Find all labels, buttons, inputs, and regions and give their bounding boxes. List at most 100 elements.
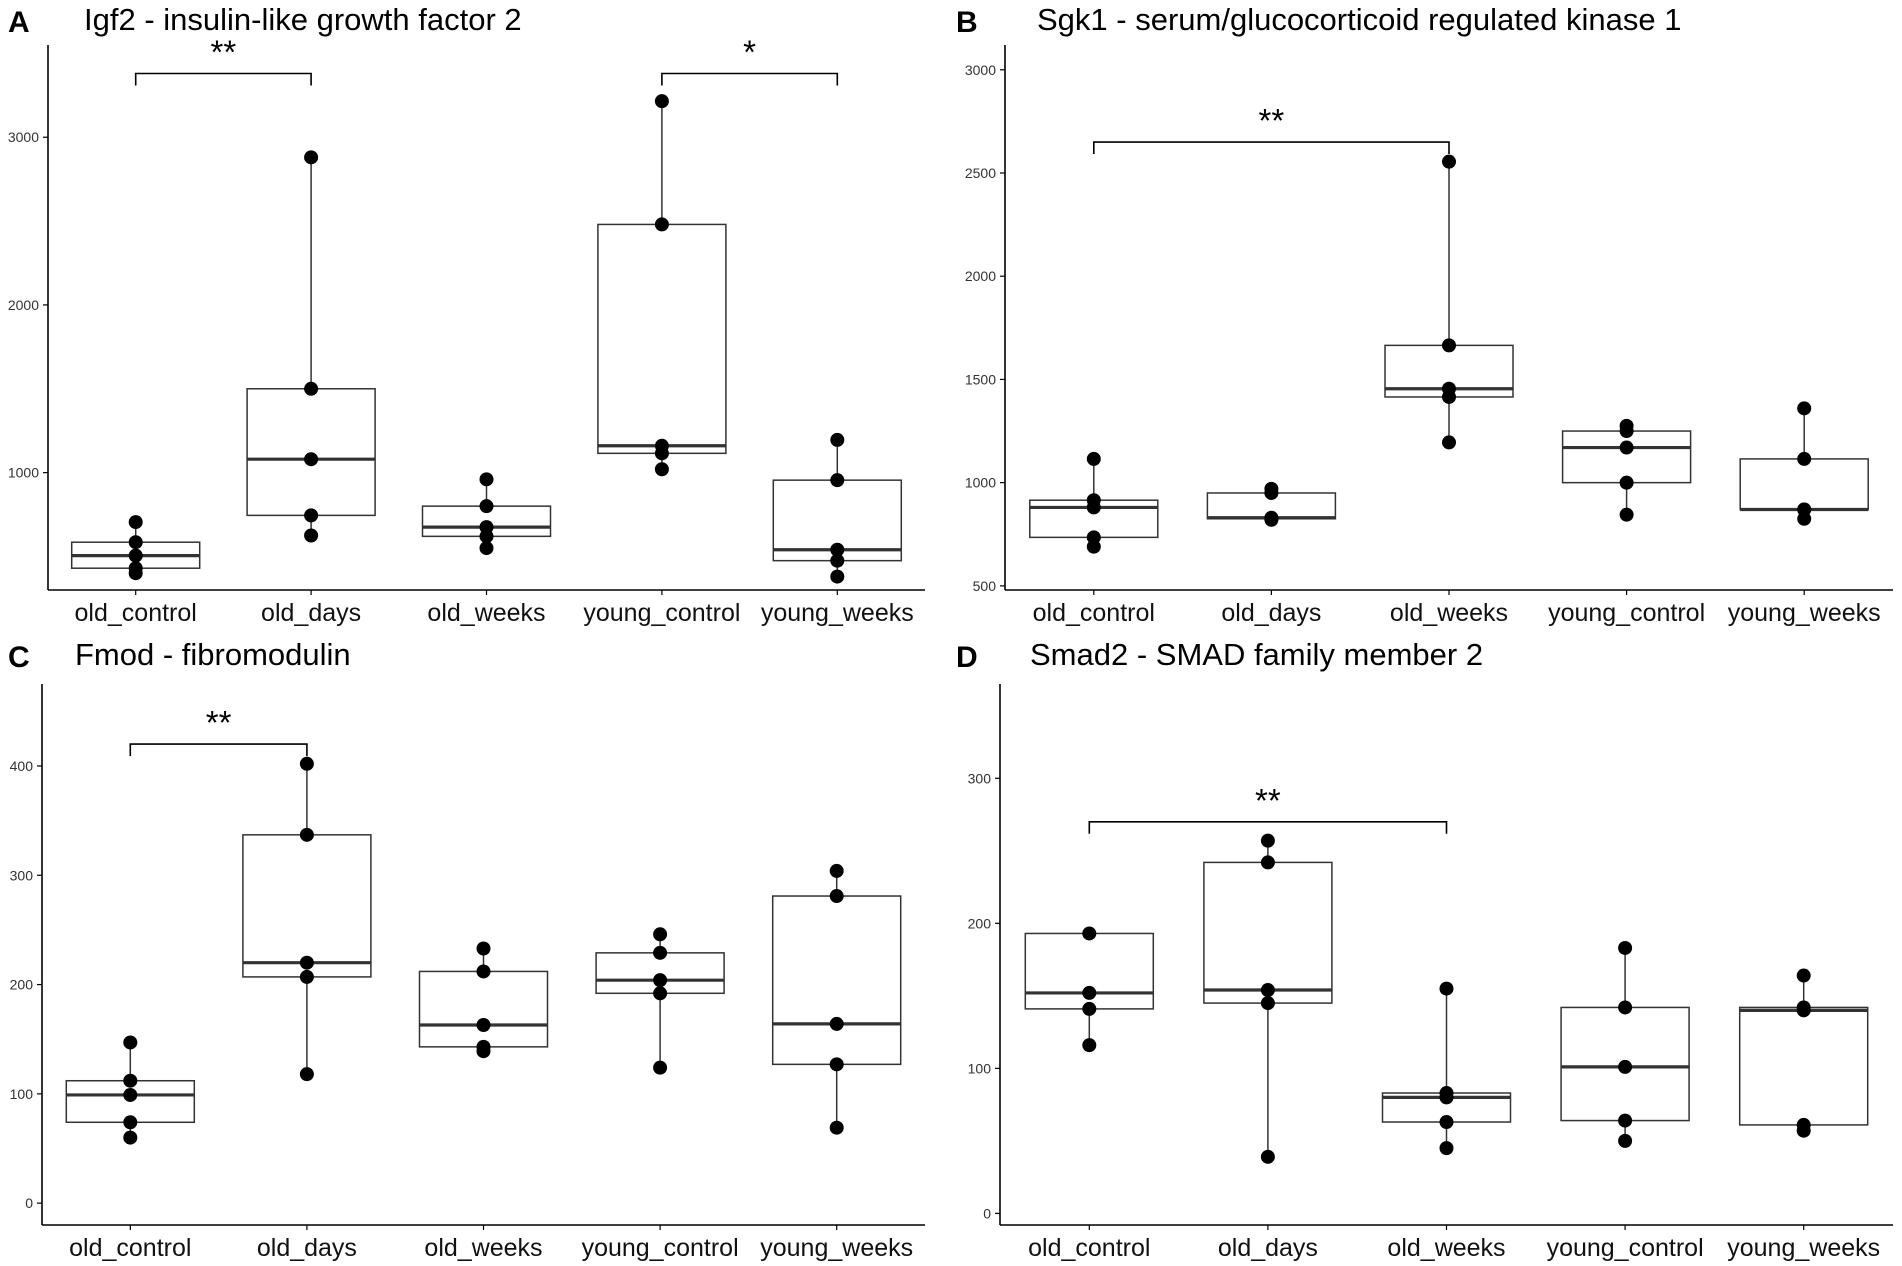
- panel-c-significance-bracket: [129, 743, 308, 757]
- panel-a-data-point: [304, 150, 319, 165]
- panel-a-significance: ** *: [134, 34, 839, 86]
- panel-c-data-point: [829, 1120, 844, 1135]
- panel-d-axes: [999, 684, 1893, 1226]
- panel-a-x-tick-label: old_control: [75, 599, 197, 627]
- panel-b-data-point: [1619, 507, 1634, 522]
- panel-c-data-point: [123, 1130, 138, 1145]
- panel-a-data-point: [654, 462, 669, 477]
- panel-a-y-tick-label: 1000: [8, 465, 39, 481]
- panel-d-data-point: [1082, 1038, 1097, 1053]
- panel-c-data-point: [123, 1073, 138, 1088]
- panel-c-axes: [41, 684, 925, 1226]
- panel-b-y-tick-label: 3000: [965, 62, 996, 78]
- panel-b-y-tick-label: 2000: [965, 268, 996, 284]
- panel-c-letter: C: [8, 641, 30, 674]
- panel-d-data-point: [1618, 1133, 1633, 1148]
- panel-c-box: [242, 834, 372, 978]
- panel-d-data-point: [1618, 1113, 1633, 1128]
- panel-c-y-tick-label: 100: [10, 1086, 34, 1102]
- panel-a-data-point: [128, 566, 143, 581]
- panel-c-y-tick-label: 200: [10, 977, 34, 993]
- panel-a-data-point: [830, 432, 845, 447]
- panel-b-significance-bracket: [1093, 141, 1450, 155]
- panel-c-data-point: [829, 1016, 844, 1031]
- panel-b-title: Sgk1 - serum/glucocorticoid regulated ki…: [1037, 2, 1681, 37]
- panel-d-y-tick-label: 300: [968, 770, 992, 786]
- panel-c-data-point: [829, 1057, 844, 1072]
- panel-b-data-point: [1619, 424, 1634, 439]
- panel-c-x-tick-label: young_weeks: [760, 1234, 913, 1262]
- panel-d-y-tick-label: 200: [968, 915, 992, 931]
- panel-b-data-point: [1442, 154, 1456, 169]
- panel-c-data-point: [653, 986, 668, 1001]
- panel-d-data-point: [1796, 1123, 1811, 1138]
- panel-d-data-point: [1439, 1141, 1454, 1156]
- panel-c-data-point: [476, 964, 491, 979]
- panel-c-data-point: [299, 1067, 314, 1082]
- panel-d-significance-label: **: [1255, 782, 1281, 819]
- panel-b-data-point: [1619, 475, 1634, 490]
- panel-a-significance-bracket: [134, 72, 312, 86]
- panel-b-data-point: [1264, 485, 1279, 500]
- panel-a-data-point: [830, 473, 845, 488]
- panel-d-data-point: [1260, 983, 1275, 998]
- panel-b-x-tick-label: old_weeks: [1390, 599, 1508, 627]
- panel-c-data-point: [123, 1087, 138, 1102]
- panel-d-x-tick-label: young_weeks: [1727, 1234, 1880, 1262]
- panel-c-data-point: [299, 756, 314, 771]
- panel-d-data-point: [1439, 1115, 1454, 1130]
- panel-d-y-tick-label: 0: [983, 1205, 991, 1221]
- panel-d-box: [1738, 1006, 1869, 1126]
- panel-c-data-point: [476, 1017, 491, 1032]
- panel-c-y-tick-label: 300: [10, 867, 34, 883]
- panel-a-data-point: [128, 535, 143, 550]
- panel-b-data-point: [1086, 539, 1101, 554]
- panel-a-data-point: [479, 472, 494, 487]
- panel-a-x-tick-label: old_days: [261, 599, 361, 627]
- panel-c-x-ticks: old_control old_days old_weeks young_contro…: [69, 1225, 913, 1262]
- panel-b-data-point: [1619, 440, 1634, 455]
- panel-a-x-ticks: old_control old_days old_weeks young_contro…: [75, 590, 914, 627]
- panel-c-data-point: [476, 1044, 491, 1059]
- panel-a-box: [246, 388, 376, 517]
- panel-d-data-point: [1082, 926, 1097, 941]
- panel-a-data-point: [304, 452, 319, 467]
- panel-d-x-tick-label: old_control: [1028, 1234, 1150, 1262]
- panel-c-box: [771, 895, 902, 1066]
- panel-c-y-tick-label: 400: [10, 758, 34, 774]
- panel-b-significance-label: **: [1259, 102, 1285, 139]
- panel-a-data-point: [654, 446, 669, 461]
- panel-a-significance-label: *: [743, 34, 756, 71]
- panel-d-y-ticks: 0 100 200 300: [968, 770, 1000, 1221]
- panel-a-significance-label: **: [211, 34, 237, 71]
- panel-b-y-tick-label: 1500: [965, 371, 996, 387]
- panel-d-data-point: [1260, 855, 1275, 870]
- panel-c-data-point: [123, 1035, 138, 1050]
- panel-d-data-point: [1618, 940, 1633, 955]
- panel-a-data-point: [654, 94, 669, 109]
- panel-a-y-ticks: 1000 2000 3000: [8, 129, 48, 481]
- panel-d-x-ticks: old_control old_days old_weeks young_contro…: [1028, 1225, 1880, 1262]
- panel-a-data-point: [304, 381, 319, 396]
- panel-a-x-tick-label: young_control: [583, 599, 740, 627]
- panel-a-data-point: [479, 499, 494, 514]
- panel-c-data-point: [123, 1115, 138, 1130]
- panel-c-data-point: [299, 955, 314, 970]
- panel-d-data-point: [1260, 996, 1275, 1011]
- panel-c-box: [418, 970, 549, 1048]
- panel-a-data-point: [304, 508, 319, 523]
- panel-a-data-point: [128, 548, 143, 563]
- panel-a-data-point: [654, 217, 669, 232]
- panel-a-box: [597, 223, 727, 455]
- panel-d-data-point: [1082, 985, 1097, 1000]
- panel-c-significance-label: **: [206, 704, 232, 741]
- panel-c-data-point: [299, 827, 314, 842]
- panel-b-y-tick-label: 500: [973, 578, 997, 594]
- panel-b-x-tick-label: young_weeks: [1728, 599, 1881, 627]
- panel-a-title: Igf2 - insulin-like growth factor 2: [84, 2, 522, 37]
- panel-d-points: [1082, 833, 1811, 1164]
- panel-d-data-point: [1618, 1000, 1633, 1015]
- panel-d-data-point: [1439, 981, 1454, 996]
- panel-b-data-point: [1086, 500, 1101, 515]
